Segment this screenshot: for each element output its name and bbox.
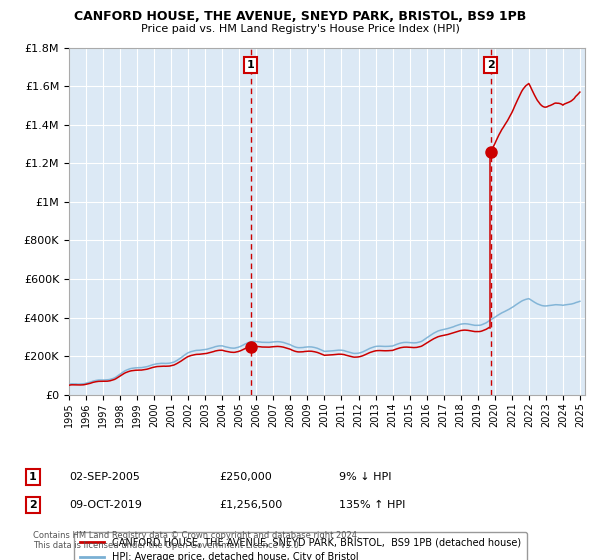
Legend: CANFORD HOUSE, THE AVENUE, SNEYD PARK, BRISTOL,  BS9 1PB (detached house), HPI: : CANFORD HOUSE, THE AVENUE, SNEYD PARK, B… bbox=[74, 531, 527, 560]
Text: £250,000: £250,000 bbox=[219, 472, 272, 482]
Text: 1: 1 bbox=[29, 472, 37, 482]
Text: CANFORD HOUSE, THE AVENUE, SNEYD PARK, BRISTOL, BS9 1PB: CANFORD HOUSE, THE AVENUE, SNEYD PARK, B… bbox=[74, 10, 526, 23]
Text: 2: 2 bbox=[29, 500, 37, 510]
Text: Contains HM Land Registry data © Crown copyright and database right 2024.
This d: Contains HM Land Registry data © Crown c… bbox=[33, 530, 359, 550]
Text: Price paid vs. HM Land Registry's House Price Index (HPI): Price paid vs. HM Land Registry's House … bbox=[140, 24, 460, 34]
Text: 09-OCT-2019: 09-OCT-2019 bbox=[69, 500, 142, 510]
Text: 9% ↓ HPI: 9% ↓ HPI bbox=[339, 472, 391, 482]
Text: 2: 2 bbox=[487, 60, 495, 70]
Text: £1,256,500: £1,256,500 bbox=[219, 500, 282, 510]
Text: 1: 1 bbox=[247, 60, 254, 70]
Text: 135% ↑ HPI: 135% ↑ HPI bbox=[339, 500, 406, 510]
Text: 02-SEP-2005: 02-SEP-2005 bbox=[69, 472, 140, 482]
